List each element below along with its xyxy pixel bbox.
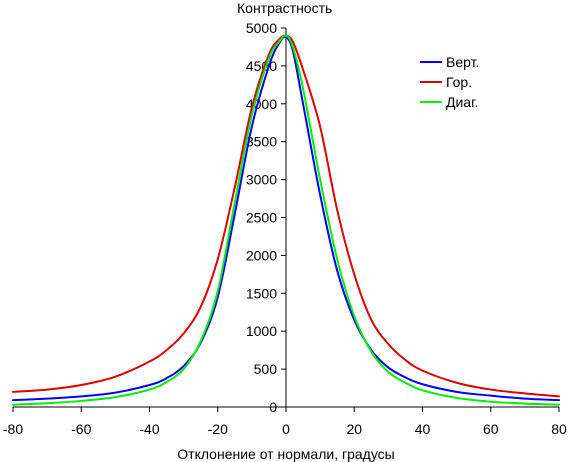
y-tick-label: 4500 — [246, 58, 277, 74]
x-axis-title: Отклонение от нормали, градусы — [177, 446, 394, 462]
legend-label-1: Верт. — [446, 54, 479, 70]
y-tick-label: 0 — [269, 399, 277, 415]
series-group — [12, 34, 560, 406]
y-tick-label: 2000 — [246, 247, 277, 263]
y-tick-label: 5000 — [246, 20, 277, 36]
x-tick-label: 60 — [483, 421, 499, 437]
x-tick-label: 0 — [282, 421, 290, 437]
y-tick-label: 500 — [254, 361, 278, 377]
series-line-3 — [12, 34, 560, 406]
x-tick-label: -60 — [71, 421, 91, 437]
y-tick-label: 1000 — [246, 323, 277, 339]
x-tick-label: 40 — [415, 421, 431, 437]
x-tick-label: 20 — [346, 421, 362, 437]
y-tick-label: 1500 — [246, 285, 277, 301]
legend-label-2: Гор. — [446, 74, 472, 90]
legend: Верт. Гор. Диаг. — [420, 54, 479, 110]
y-tick-label: 3000 — [246, 172, 277, 188]
x-tick-label: -80 — [3, 421, 23, 437]
y-tick-label: 2500 — [246, 210, 277, 226]
x-tick-label: -40 — [139, 421, 159, 437]
x-tick-label: -20 — [208, 421, 228, 437]
y-axis-title: Контрастность — [237, 0, 332, 16]
series-line-1 — [12, 35, 560, 402]
y-tick-label: 3500 — [246, 134, 277, 150]
legend-label-3: Диаг. — [446, 94, 478, 110]
x-tick-label: 80 — [551, 421, 567, 437]
axes: -80 -60 -40 -20 0 20 40 60 80 0 500 1000 1500 2000 250… — [3, 20, 567, 437]
